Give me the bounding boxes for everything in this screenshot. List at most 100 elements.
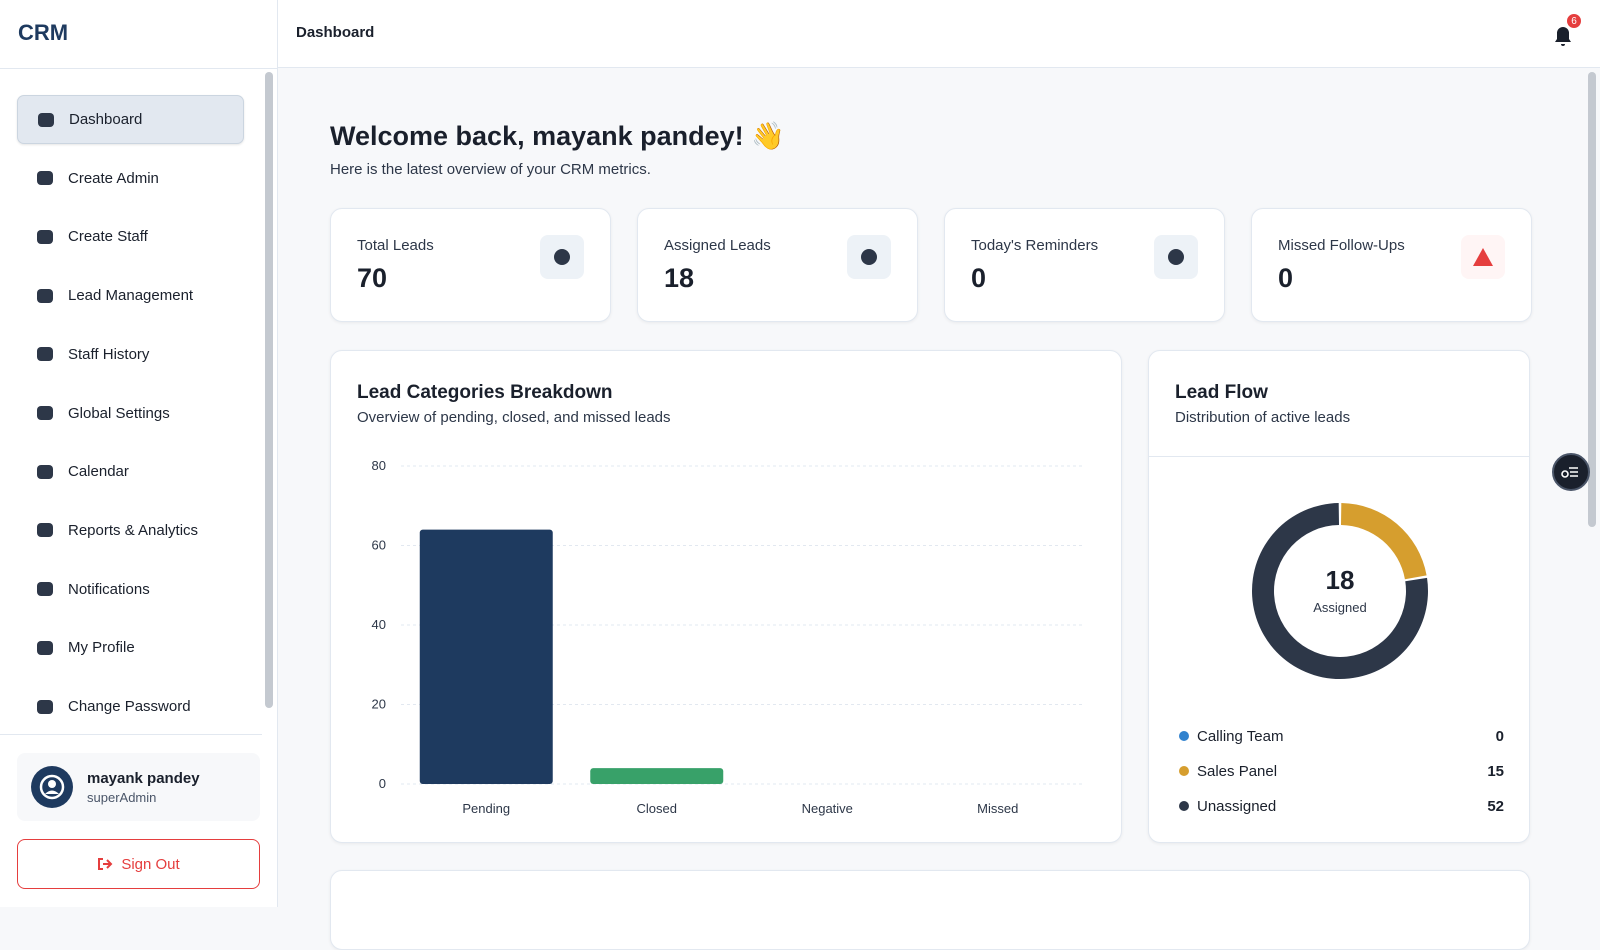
nav-label: Dashboard [69, 111, 143, 128]
nav-icon [38, 112, 54, 127]
nav-item[interactable]: Change Password [17, 682, 244, 731]
nav-item[interactable]: Notifications [17, 565, 244, 614]
sign-out-icon [98, 858, 113, 870]
stat-label: Today's Reminders [971, 237, 1099, 254]
sign-out-button[interactable]: Sign Out [17, 839, 260, 889]
nav-icon [37, 523, 53, 538]
floating-button[interactable] [1552, 453, 1590, 491]
nav-item[interactable]: Lead Management [17, 271, 244, 320]
icon-shape [554, 249, 570, 265]
nav-icon [37, 582, 53, 597]
scrollbar [1588, 72, 1596, 527]
nav-item[interactable]: Create Staff [17, 212, 244, 261]
divider [0, 734, 262, 735]
nav-item[interactable]: Staff History [17, 330, 244, 379]
nav-icon [37, 640, 53, 655]
donut-slice [1340, 503, 1427, 580]
donut-center-value: 18 [1326, 565, 1355, 595]
legend-value: 0 [1496, 728, 1504, 745]
donut-center-label: Assigned [1313, 600, 1366, 615]
user-box: mayank pandey superAdmin [17, 753, 260, 821]
legend-value: 52 [1487, 798, 1504, 815]
icon [861, 249, 877, 265]
icon-shape [37, 699, 53, 714]
icon [554, 249, 570, 265]
nav-label: Create Staff [68, 228, 148, 246]
stat-icon [1461, 235, 1505, 279]
user-name: mayank pandey [87, 770, 200, 787]
nav-label: Change Password [68, 698, 191, 715]
team-card [330, 870, 1530, 950]
nav-icon [37, 288, 53, 303]
bar-chart-card: Lead Categories Breakdown Overview of pe… [330, 350, 1122, 843]
nav-icon [37, 464, 53, 479]
y-tick-label: 0 [379, 776, 386, 791]
nav-label: Reports & Analytics [68, 521, 199, 539]
welcome-title: Welcome back, mayank pandey! 👋 [330, 121, 785, 151]
stat-label: Total Leads [357, 237, 434, 254]
icon-shape [38, 112, 54, 127]
nav-label: Calendar [68, 463, 129, 481]
legend-label: Sales Panel [1197, 763, 1277, 780]
nav-label: Global Settings [68, 404, 170, 422]
stat-label: Missed Follow-Ups [1278, 237, 1405, 254]
stat-card: Total Leads 70 [330, 208, 611, 322]
nav-icon [37, 406, 53, 420]
icon-shape [37, 347, 53, 362]
nav-item[interactable]: Global Settings [17, 389, 244, 438]
nav-icon [37, 171, 53, 186]
stat-card: Assigned Leads 18 [637, 208, 918, 322]
nav-item[interactable]: Calendar [17, 447, 244, 496]
donut-card: Lead Flow Distribution of active leads C… [1148, 350, 1530, 843]
sidebar: CRM Dashboard Create Admin Create Staff Lea… [0, 0, 278, 907]
avatar [31, 766, 73, 808]
chart-title: Lead Flow [1175, 382, 1268, 403]
legend-value: 15 [1487, 763, 1504, 780]
user-role: superAdmin [87, 790, 157, 805]
nav-item[interactable]: Dashboard [17, 95, 244, 144]
notification-bell[interactable]: 6 [1546, 13, 1582, 52]
divider [1149, 456, 1529, 457]
scrollbar [265, 72, 273, 708]
stat-card: Missed Follow-Ups 0 [1251, 208, 1532, 322]
chart-title: Lead Categories Breakdown [357, 382, 613, 403]
nav-label: Lead Management [68, 287, 194, 305]
icon [1473, 248, 1493, 266]
icon-shape [37, 406, 53, 420]
welcome-subtitle: Here is the latest overview of your CRM … [330, 161, 651, 178]
nav-icon [37, 229, 53, 244]
icon-shape [37, 523, 53, 538]
nav-item[interactable]: Create Admin [17, 154, 244, 203]
nav-label: Staff History [68, 345, 150, 363]
page-title: Dashboard [296, 24, 375, 41]
notification-badge: 6 [1566, 13, 1582, 29]
floating-icon [1561, 467, 1578, 478]
chart-subtitle: Distribution of active leads [1175, 409, 1351, 426]
stat-icon [540, 235, 584, 279]
icon-shape [1473, 248, 1493, 266]
icon [1168, 249, 1184, 265]
x-tick-label: Missed [977, 801, 1018, 816]
stat-icon [847, 235, 891, 279]
chart-subtitle: Overview of pending, closed, and missed … [357, 409, 671, 426]
icon-shape [1168, 249, 1184, 265]
y-tick-label: 40 [372, 617, 386, 632]
bar [419, 529, 553, 784]
header: Dashboard 6 [278, 0, 1600, 68]
stat-label: Assigned Leads [664, 237, 771, 254]
bell-icon [1555, 27, 1571, 46]
icon-shape [37, 171, 53, 186]
legend-label: Unassigned [1197, 798, 1276, 815]
icon-shape [37, 464, 53, 479]
nav-item[interactable]: My Profile [17, 623, 244, 672]
icon-shape [861, 249, 877, 265]
nav-icon [37, 347, 53, 362]
stat-value: 18 [664, 263, 695, 293]
donut-chart: Calling Team 0 Sales Panel 15 Unassigned 52 18… [1179, 503, 1504, 815]
nav-item[interactable]: Reports & Analytics [17, 506, 244, 555]
y-tick-label: 20 [372, 697, 386, 712]
sign-out-label: Sign Out [121, 855, 180, 873]
legend-dot [1179, 766, 1189, 776]
nav-label: Notifications [68, 580, 150, 598]
